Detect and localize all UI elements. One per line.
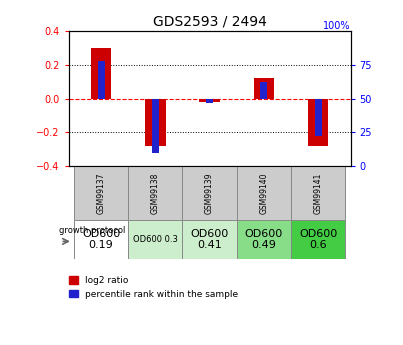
Bar <box>91 48 111 99</box>
Text: 100%: 100% <box>323 21 351 31</box>
Text: OD600
0.19: OD600 0.19 <box>82 229 120 250</box>
Bar <box>260 82 267 99</box>
Bar <box>199 99 220 102</box>
Bar <box>145 99 166 146</box>
Bar <box>291 166 345 220</box>
Text: GSM99140: GSM99140 <box>259 172 268 214</box>
Bar <box>183 166 237 220</box>
Text: GSM99138: GSM99138 <box>151 172 160 214</box>
Bar <box>98 61 105 99</box>
Legend: log2 ratio, percentile rank within the sample: log2 ratio, percentile rank within the s… <box>69 276 238 298</box>
Text: GSM99141: GSM99141 <box>314 172 322 214</box>
Bar <box>253 78 274 99</box>
Bar <box>291 220 345 259</box>
Text: growth protocol: growth protocol <box>59 226 125 236</box>
Text: GSM99137: GSM99137 <box>97 172 106 214</box>
Bar <box>314 99 322 136</box>
Text: OD600
0.49: OD600 0.49 <box>245 229 283 250</box>
Bar <box>152 99 159 152</box>
Text: OD600 0.3: OD600 0.3 <box>133 235 178 244</box>
Title: GDS2593 / 2494: GDS2593 / 2494 <box>153 14 266 29</box>
Bar <box>74 220 128 259</box>
Bar <box>308 99 328 146</box>
Bar <box>237 166 291 220</box>
Bar <box>183 220 237 259</box>
Bar <box>74 166 128 220</box>
Bar <box>237 220 291 259</box>
Text: OD600
0.41: OD600 0.41 <box>191 229 229 250</box>
Text: GSM99139: GSM99139 <box>205 172 214 214</box>
Text: OD600
0.6: OD600 0.6 <box>299 229 337 250</box>
Bar <box>206 99 213 103</box>
Bar <box>128 166 183 220</box>
Bar <box>128 220 183 259</box>
